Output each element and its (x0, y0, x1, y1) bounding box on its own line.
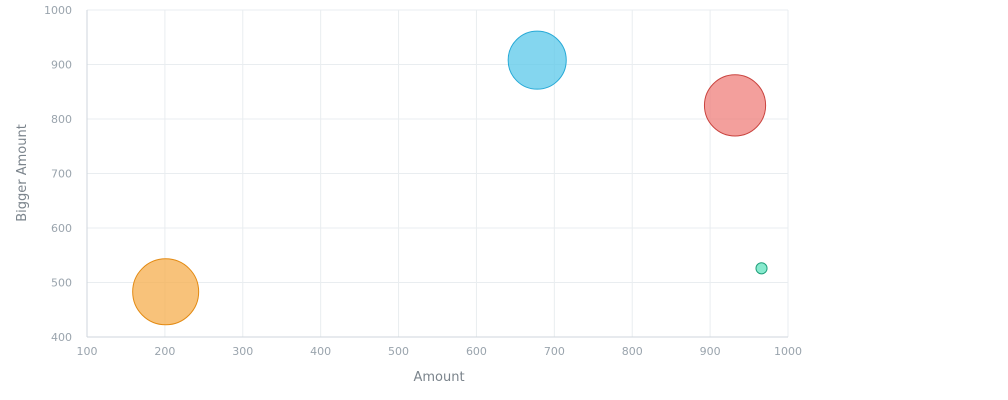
x-tick-label: 1000 (774, 345, 802, 358)
y-tick-label: 600 (51, 222, 72, 235)
bubble (132, 258, 200, 326)
x-tick-label: 300 (232, 345, 253, 358)
bubble (755, 262, 768, 275)
y-axis-title: Bigger Amount (15, 124, 30, 222)
y-tick-label: 900 (51, 59, 72, 72)
x-tick-label: 900 (700, 345, 721, 358)
bubbles (132, 30, 768, 326)
bubble (703, 74, 767, 137)
x-axis-title: Amount (413, 370, 464, 385)
tick-labels: 100 200 300 400 500 600 700 800 900 1000 400 500 600… (44, 4, 802, 358)
y-tick-label: 1000 (44, 4, 72, 17)
y-tick-label: 700 (51, 168, 72, 181)
x-tick-label: 500 (388, 345, 409, 358)
x-tick-label: 700 (544, 345, 565, 358)
x-tick-label: 600 (466, 345, 487, 358)
x-tick-label: 400 (310, 345, 331, 358)
y-tick-label: 400 (51, 331, 72, 344)
x-tick-label: 200 (154, 345, 175, 358)
axes (86, 10, 788, 338)
bubble (507, 30, 567, 90)
x-tick-label: 100 (77, 345, 98, 358)
y-tick-label: 800 (51, 113, 72, 126)
y-tick-label: 500 (51, 277, 72, 290)
x-tick-label: 800 (622, 345, 643, 358)
